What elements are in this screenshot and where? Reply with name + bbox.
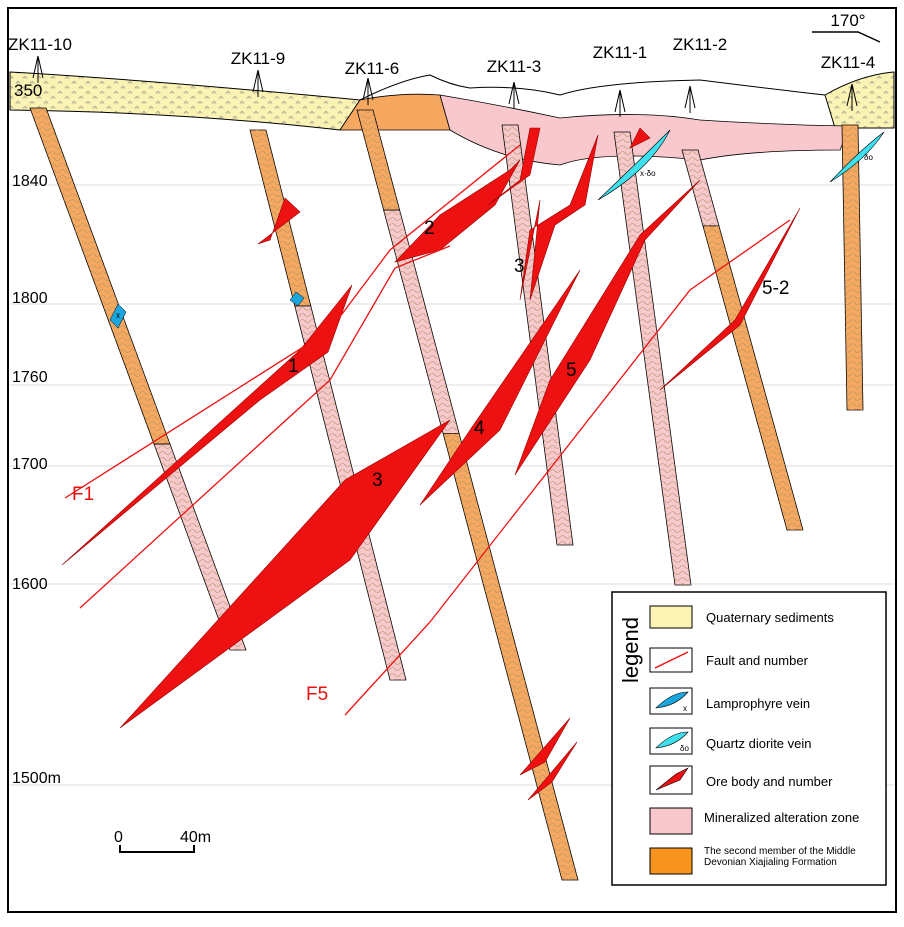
geology [9, 31, 895, 881]
scale-bar: 0 40m [114, 829, 211, 853]
fault [64, 144, 521, 499]
elevation-label: 1760 [12, 369, 48, 386]
legend-item: The second member of the Middle Devonian… [704, 846, 856, 868]
ore-body-label: 3 [514, 256, 525, 277]
legend-item: Mineralized alteration zone [704, 810, 860, 825]
elevation-label: 1500m [12, 770, 61, 787]
borehole-collar [32, 55, 44, 83]
lamprophyre-vein [109, 291, 305, 329]
borehole-collar [362, 77, 374, 105]
legend-icon [655, 767, 689, 791]
legend-icon-label: δo [680, 744, 689, 753]
ore-body-label: 1 [288, 356, 299, 377]
fault-label: F5 [306, 684, 328, 705]
elevation-label: 1700 [12, 456, 48, 473]
borehole-collar [846, 83, 858, 111]
borehole-texture [682, 150, 719, 226]
elevation-label: 1840 [12, 173, 48, 190]
legend: legend Quaternary sediments Fault and nu… [611, 591, 887, 886]
borehole-collar [252, 69, 264, 97]
ore-body [519, 717, 578, 801]
fault-label: F1 [72, 484, 94, 505]
ore-body [419, 269, 581, 506]
legend-item-box: The second member of the Middle Devonian… [704, 846, 856, 868]
borehole-label: ZK11-2 [673, 35, 728, 54]
ore-body-label: 4 [474, 418, 485, 439]
legend-item: Quaternary sediments [706, 610, 834, 625]
borehole-texture [703, 226, 803, 530]
borehole-label: ZK11-4 [821, 53, 876, 72]
surface-label: 350 [14, 81, 42, 100]
scale-line [119, 845, 195, 853]
borehole-texture [383, 210, 460, 434]
legend-icon [649, 605, 693, 629]
borehole-label: ZK11-6 [345, 59, 400, 78]
borehole-collar [614, 89, 626, 117]
legend-item: Quartz diorite vein [706, 736, 812, 751]
borehole-label: ZK11-1 [593, 43, 648, 62]
legend-icon [655, 731, 689, 749]
surface [359, 74, 826, 101]
ore-body [629, 127, 651, 149]
ore-body [119, 419, 451, 729]
ore-body-label: 2 [424, 218, 435, 239]
ore-body [487, 127, 541, 206]
borehole-collar [508, 81, 520, 109]
borehole-texture [614, 132, 691, 585]
borehole-label: ZK11-10 [8, 35, 72, 54]
elevation-label: 1600 [12, 576, 48, 593]
legend-icon [649, 847, 693, 875]
vein-label: x [116, 311, 120, 320]
legend-item-box: Mineralized alteration zone [704, 810, 860, 825]
legend-item: Fault and number [706, 653, 809, 668]
ore-body-label: 5 [566, 360, 577, 381]
ore-body-label: 5-2 [762, 278, 789, 299]
orientation: 170° [830, 11, 865, 30]
quartz-diorite-vein [597, 129, 885, 201]
legend-title: legend [618, 617, 643, 683]
ore-body [659, 207, 801, 391]
elevation-label: 1800 [12, 290, 48, 307]
north-arrow [812, 31, 881, 43]
scale-label: 0 [114, 829, 123, 846]
legend-item: Ore body and number [706, 774, 833, 789]
fault [344, 219, 791, 716]
legend-icon [654, 651, 689, 669]
borehole-texture [443, 433, 578, 880]
borehole-texture [154, 444, 246, 650]
borehole-texture [842, 125, 863, 410]
vein-label: δo [864, 153, 873, 162]
ore-body [514, 179, 701, 476]
borehole-collar [684, 85, 696, 113]
legend-item: Lamprophyre vein [706, 696, 810, 711]
legend-icon [655, 691, 689, 709]
borehole-texture [357, 110, 400, 211]
legend-icon-label: x [683, 704, 687, 713]
borehole-texture [30, 108, 170, 445]
ore-body [61, 284, 353, 566]
ore-body [257, 197, 301, 245]
ore-body [519, 134, 599, 301]
scale-label: 40m [180, 829, 211, 846]
borehole-label: ZK11-3 [487, 57, 542, 76]
vein-label: x·δo [640, 169, 656, 178]
ore-body-label: 3 [372, 470, 383, 491]
fault [79, 245, 451, 609]
borehole-label: ZK11-9 [231, 49, 286, 68]
legend-icon [649, 807, 693, 835]
